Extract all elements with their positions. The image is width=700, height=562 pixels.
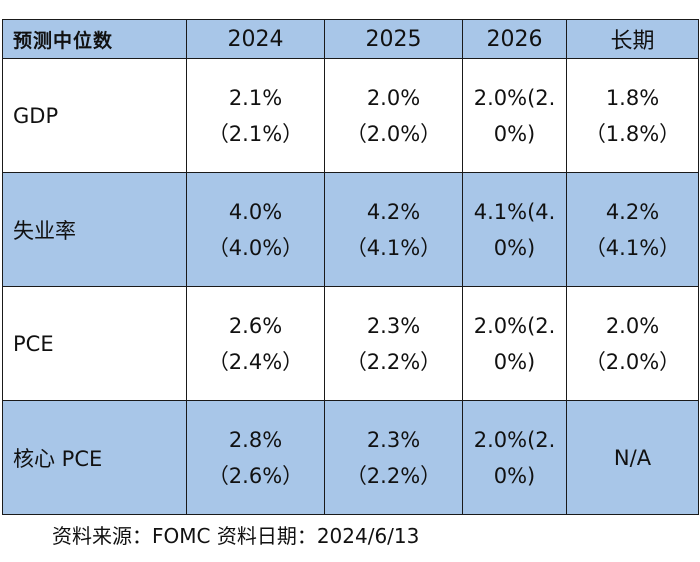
table-row-pce: PCE 2.6% （2.4%） 2.3% （2.2%） 2.0%(2.0%) 2… [2,286,699,401]
cell-gdp-long-term: 1.8% （1.8%） [566,58,699,173]
cell-core-pce-2026: 2.0%(2.0%) [462,400,567,515]
cell-previous: （1.8%） [584,121,681,146]
cell-core-pce-long-term: N/A [566,400,699,515]
cell-previous: （2.0%） [584,349,681,374]
cell-current: 2.0% [366,85,421,110]
cell-core-pce-2024: 2.8% （2.6%） [186,400,325,515]
cell-previous: （2.1%） [207,121,304,146]
row-label-pce: PCE [2,286,187,401]
cell-previous: （4.1%） [345,235,442,260]
forecast-table-container: 预测中位数 2024 2025 2026 长期 GDP 2.1% （2.1%） … [2,19,699,515]
header-2026: 2026 [462,19,567,59]
cell-previous: (4.0%) [493,199,556,260]
cell-pce-2025: 2.3% （2.2%） [324,286,463,401]
cell-unemployment-2024: 4.0% （4.0%） [186,172,325,287]
cell-gdp-2024: 2.1% （2.1%） [186,58,325,173]
cell-current: 2.0% [605,313,660,338]
cell-current: 4.2% [366,199,421,224]
table-row-unemployment: 失业率 4.0% （4.0%） 4.2% （4.1%） 4.1%(4.0%) 4… [2,172,699,287]
cell-current: 1.8% [605,85,660,110]
cell-unemployment-2025: 4.2% （4.1%） [324,172,463,287]
cell-pce-2024: 2.6% （2.4%） [186,286,325,401]
table-row-core-pce: 核心 PCE 2.8% （2.6%） 2.3% （2.2%） 2.0%(2.0%… [2,400,699,515]
cell-previous: (2.0%) [493,313,556,374]
header-median-forecast: 预测中位数 [2,19,187,59]
cell-current: 2.1% [228,85,283,110]
cell-previous: （2.2%） [345,463,442,488]
cell-current: 2.0% [473,85,528,110]
cell-current: 2.8% [228,427,283,452]
row-label-unemployment: 失业率 [2,172,187,287]
cell-current: N/A [613,445,652,470]
row-label-gdp: GDP [2,58,187,173]
cell-unemployment-long-term: 4.2% （4.1%） [566,172,699,287]
row-label-core-pce: 核心 PCE [2,400,187,515]
header-long-term: 长期 [566,19,699,59]
header-2024: 2024 [186,19,325,59]
cell-previous: (2.0%) [493,85,556,146]
cell-current: 2.0% [473,313,528,338]
header-2025: 2025 [324,19,463,59]
cell-current: 2.0% [473,427,528,452]
table-row-gdp: GDP 2.1% （2.1%） 2.0% （2.0%） 2.0%(2.0%) 1… [2,58,699,173]
cell-current: 4.0% [228,199,283,224]
cell-current: 2.3% [366,313,421,338]
forecast-table: 预测中位数 2024 2025 2026 长期 GDP 2.1% （2.1%） … [2,19,699,515]
cell-current: 4.2% [605,199,660,224]
cell-previous: （2.2%） [345,349,442,374]
cell-previous: （2.4%） [207,349,304,374]
cell-previous: （4.1%） [584,235,681,260]
cell-current: 2.6% [228,313,283,338]
cell-gdp-2025: 2.0% （2.0%） [324,58,463,173]
cell-pce-2026: 2.0%(2.0%) [462,286,567,401]
source-footnote: 资料来源：FOMC 资料日期：2024/6/13 [52,524,420,548]
cell-previous: （2.0%） [345,121,442,146]
cell-current: 2.3% [366,427,421,452]
cell-previous: (2.0%) [493,427,556,488]
cell-core-pce-2025: 2.3% （2.2%） [324,400,463,515]
cell-unemployment-2026: 4.1%(4.0%) [462,172,567,287]
cell-pce-long-term: 2.0% （2.0%） [566,286,699,401]
cell-previous: （4.0%） [207,235,304,260]
cell-previous: （2.6%） [207,463,304,488]
cell-gdp-2026: 2.0%(2.0%) [462,58,567,173]
cell-current: 4.1% [473,199,528,224]
table-header-row: 预测中位数 2024 2025 2026 长期 [2,19,699,59]
